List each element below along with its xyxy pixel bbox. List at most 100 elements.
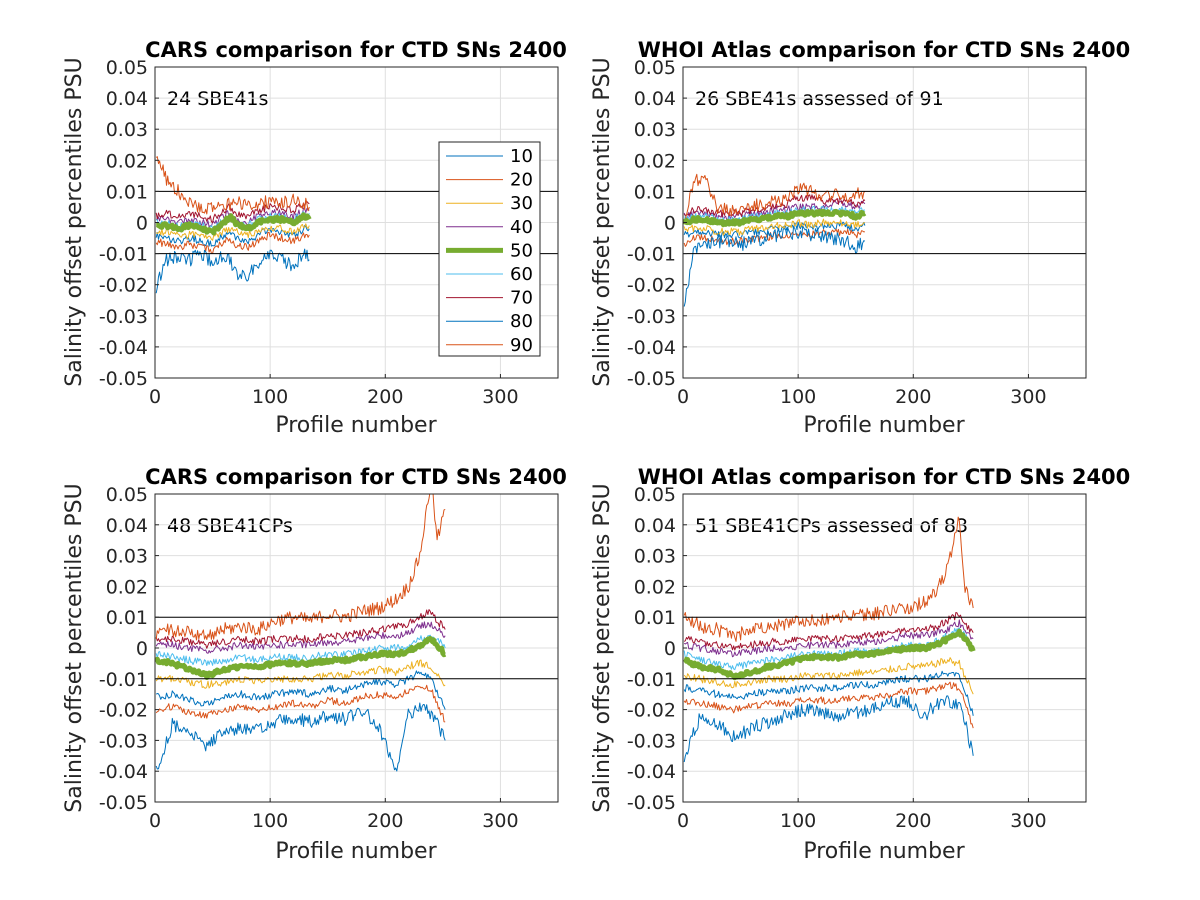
legend-label-30: 30 [510, 193, 533, 214]
series-20-line [155, 684, 446, 723]
x-tick-label: 200 [367, 386, 403, 408]
y-tick-label: -0.01 [99, 244, 148, 266]
y-tick-label: 0.02 [634, 576, 676, 598]
y-tick-label: 0.01 [106, 181, 148, 203]
y-tick-label: -0.01 [99, 669, 148, 691]
series-30-line [155, 223, 310, 241]
x-tick-label: 200 [895, 386, 931, 408]
y-tick-label: -0.01 [627, 669, 676, 691]
panel-3-ylabel: Salinity offset percentiles PSU [62, 483, 87, 812]
x-tick-label: 0 [149, 386, 161, 408]
x-tick-label: 0 [677, 810, 689, 832]
legend-label-50: 50 [510, 240, 533, 261]
series-20-line [683, 228, 865, 247]
plots-layer: 0 100 200 300-0.05-0.04-0.03-0.02-0.0100.01… [99, 57, 1087, 832]
series-group [683, 516, 976, 763]
panel-1-annotation: 24 SBE41s [167, 88, 268, 110]
series-20-line [683, 681, 974, 729]
x-tick-label: 200 [367, 810, 403, 832]
series-50-line [155, 212, 312, 236]
y-tick-label: -0.04 [99, 337, 148, 359]
series-80-line [683, 695, 974, 763]
series-70-line [683, 612, 974, 651]
panel-4-title: WHOI Atlas comparison for CTD SNs 2400 [638, 465, 1131, 489]
x-tick-label: 300 [1010, 386, 1046, 408]
legend-label-60: 60 [510, 264, 533, 285]
series-30-line [683, 218, 866, 236]
y-tick-label: -0.01 [627, 244, 676, 266]
series-50-line [683, 208, 867, 228]
series-90-line [155, 156, 310, 215]
y-tick-label: -0.03 [99, 730, 148, 752]
y-tick-label: 0.01 [106, 607, 148, 629]
y-tick-label: -0.02 [99, 700, 148, 722]
x-tick-label: 0 [149, 810, 161, 832]
y-tick-label: 0.05 [106, 484, 148, 506]
y-tick-label: -0.03 [627, 306, 676, 328]
x-tick-label: 300 [1010, 810, 1046, 832]
series-40-line [155, 621, 446, 654]
y-tick-label: 0.05 [106, 57, 148, 79]
series-50-line [683, 628, 976, 681]
legend-label-10: 10 [510, 146, 533, 167]
y-tick-label: 0.02 [634, 150, 676, 172]
x-tick-label: 100 [780, 386, 816, 408]
legend-label-70: 70 [510, 288, 533, 309]
panel-4: 0 100 200 300 -0.05 -0.04 -0.03 -0.02 -0.01 0 0.01… [627, 484, 1087, 832]
legend-label-20: 20 [510, 170, 533, 191]
series-90-line [683, 516, 974, 642]
series-20-line [155, 231, 310, 254]
series-70-line [683, 194, 866, 218]
series-30-line [155, 659, 446, 689]
series-70-line [155, 201, 310, 224]
panel-3-title: CARS comparison for CTD SNs 2400 [145, 465, 567, 489]
y-tick-label: -0.02 [627, 700, 676, 722]
panel-4-annotation: 51 SBE41CPs assessed of 83 [695, 515, 968, 537]
series-30-line [683, 657, 974, 695]
y-tick-label: -0.03 [627, 730, 676, 752]
panel-4-ylabel: Salinity offset percentiles PSU [590, 483, 615, 812]
y-tick-label: 0.03 [106, 119, 148, 141]
panel-2: 0 100 200 300 -0.05 -0.04 -0.03 -0.02 -0.01 0 0.01… [627, 57, 1087, 408]
panel-3: 0 100 200 300 -0.05 -0.04 -0.03 -0.02 -0.01 0 0.01… [99, 484, 559, 832]
series-90-line [683, 173, 866, 224]
panel-2-xlabel: Profile number [803, 413, 965, 438]
y-tick-label: 0.04 [634, 515, 676, 537]
series-70-line [155, 609, 446, 649]
x-tick-label: 0 [677, 386, 689, 408]
y-tick-label: -0.05 [627, 792, 676, 814]
y-tick-label: -0.05 [99, 792, 148, 814]
series-50-line [155, 635, 447, 680]
series-group [155, 494, 447, 772]
y-tick-label: 0.01 [634, 607, 676, 629]
panel-1-ylabel: Salinity offset percentiles PSU [62, 57, 87, 386]
x-tick-label: 300 [482, 810, 518, 832]
y-tick-label: 0.05 [634, 57, 676, 79]
y-tick-label: 0.01 [634, 181, 676, 203]
legend-label-90: 90 [510, 335, 533, 356]
y-tick-label: -0.02 [627, 275, 676, 297]
panel-1-title: CARS comparison for CTD SNs 2400 [145, 38, 567, 62]
panel-1-xlabel: Profile number [275, 413, 437, 438]
series-90-line [155, 494, 446, 641]
y-tick-label: -0.04 [627, 761, 676, 783]
y-tick-label: 0 [664, 213, 676, 235]
panel-2-ylabel: Salinity offset percentiles PSU [590, 57, 615, 386]
x-tick-label: 100 [252, 810, 288, 832]
y-tick-label: 0 [664, 638, 676, 660]
legend-label-40: 40 [510, 217, 533, 238]
y-tick-label: -0.04 [627, 337, 676, 359]
y-tick-label: 0.03 [106, 546, 148, 568]
y-tick-label: 0.04 [106, 88, 148, 110]
legend-label-80: 80 [510, 311, 533, 332]
y-tick-label: -0.02 [99, 275, 148, 297]
panel-2-title: WHOI Atlas comparison for CTD SNs 2400 [638, 38, 1131, 62]
x-tick-label: 100 [780, 810, 816, 832]
x-tick-label: 300 [482, 386, 518, 408]
y-tick-label: 0.04 [106, 515, 148, 537]
y-tick-label: 0.02 [106, 150, 148, 172]
y-tick-label: -0.05 [627, 368, 676, 390]
series-80-line [155, 702, 446, 772]
y-tick-label: 0.03 [634, 546, 676, 568]
